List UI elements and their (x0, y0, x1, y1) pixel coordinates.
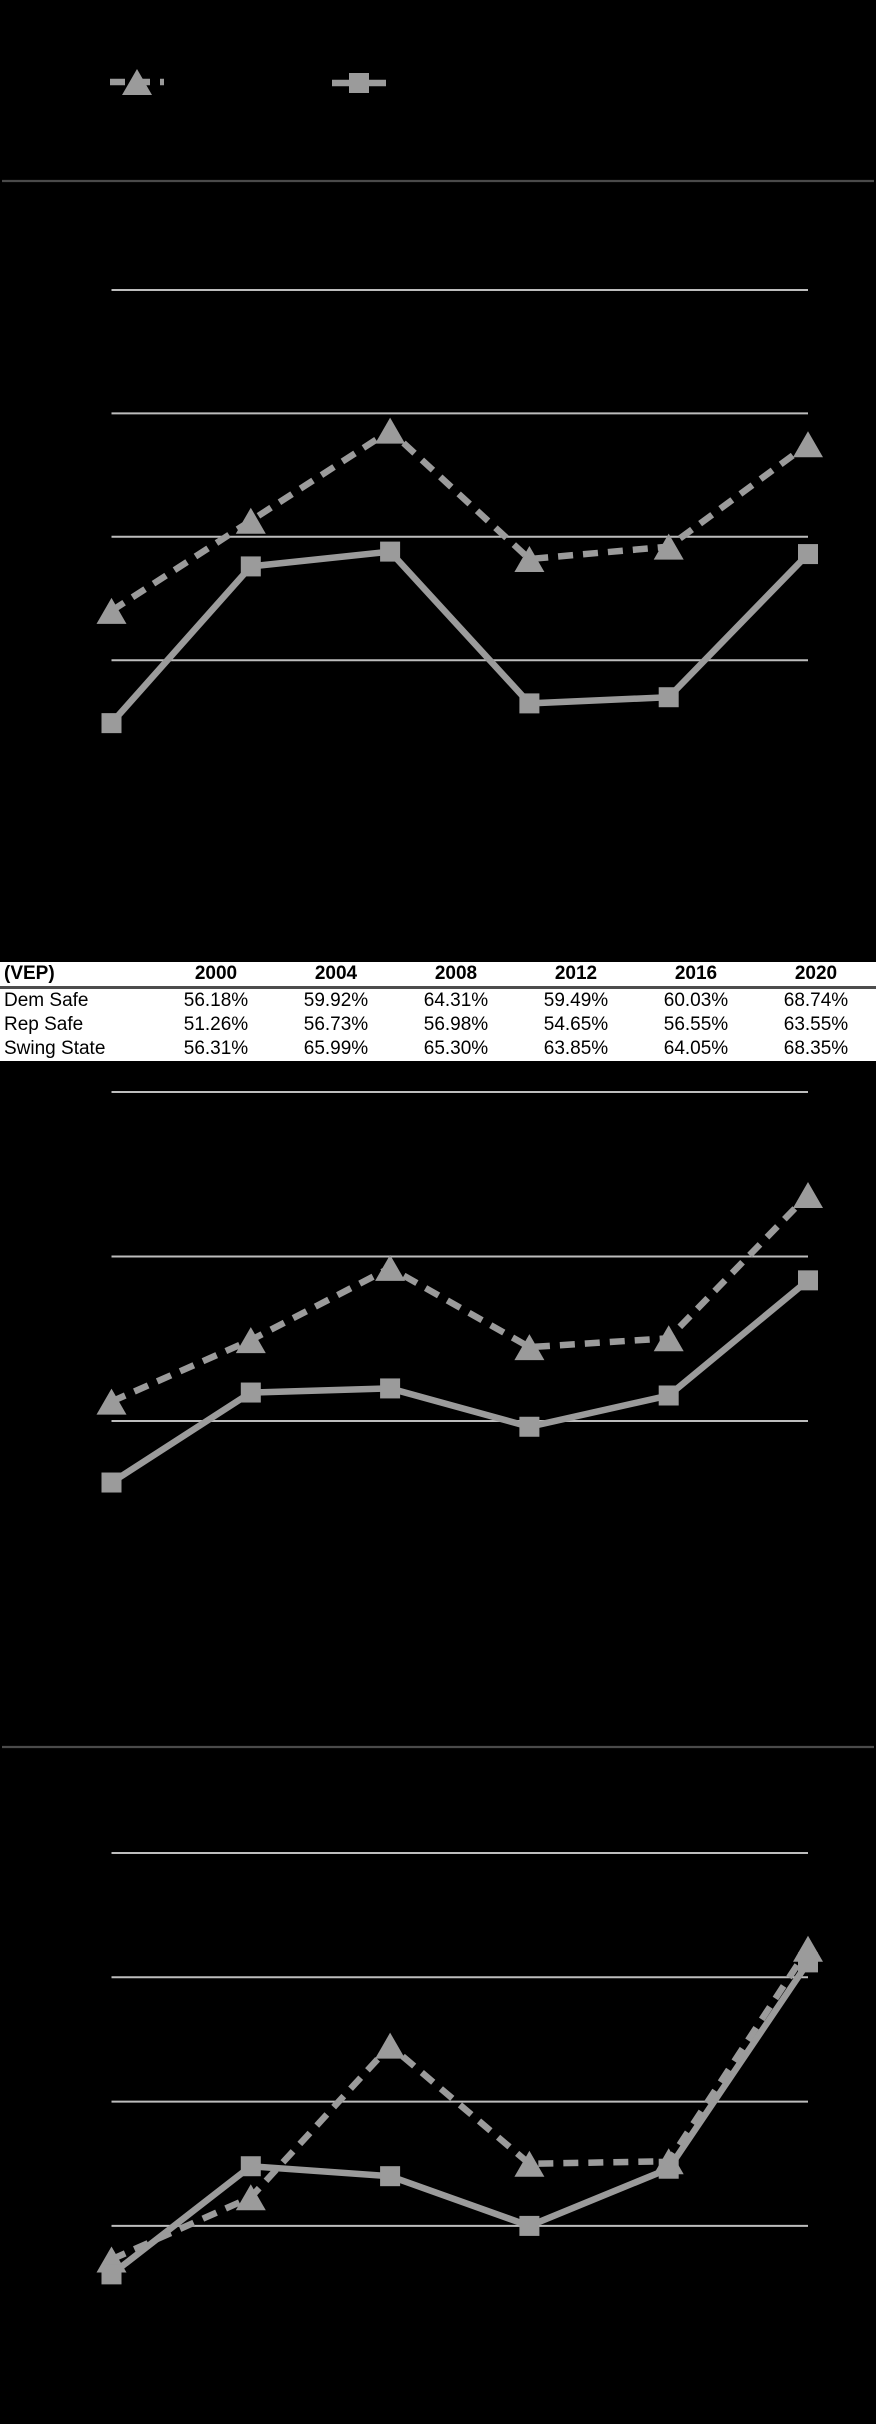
table-cell: 56.18% (183, 990, 249, 1011)
table-row: Dem Safe 56.18% 59.92% 64.31% 59.49% 60.03% 68… (0, 988, 876, 1014)
chart-2-triangle-marker (96, 1388, 127, 1415)
chart-2-square-solid-line (109, 1277, 811, 1486)
chart-3-triangle-marker (235, 2184, 266, 2211)
table-cell: 51.26% (183, 1014, 249, 1035)
chart-2-triangle-marker (793, 1181, 823, 1208)
chart-2-square-marker (101, 1472, 122, 1493)
chart-1-square-marker (658, 687, 679, 708)
chart-3-square-marker (798, 1952, 818, 1973)
chart-2-square-marker (240, 1382, 261, 1403)
table-cell: 56.98% (423, 1014, 489, 1035)
table-cell: 63.55% (783, 1014, 849, 1035)
chart-2-triangle-marker (514, 1334, 545, 1361)
chart-2-triangle-dashed-line (110, 1192, 811, 1405)
chart-2-triangle-marker (653, 1325, 684, 1352)
table-header-row: (VEP) 2000 2004 2008 2012 2016 2020 (0, 962, 876, 989)
chart-3-triangle-dashed-line (110, 1946, 811, 2263)
table-cell: 59.49% (543, 990, 609, 1011)
table-cell: 64.05% (663, 1038, 729, 1059)
chart-1-triangle-marker (235, 507, 266, 534)
table-row: Swing State 56.31% 65.99% 65.30% 63.85% 64.05… (0, 1037, 876, 1061)
chart-1-square-marker (798, 544, 818, 565)
chart-2-square-marker (658, 1385, 679, 1406)
legend-square-marker-icon (349, 73, 369, 93)
table-cell: 65.99% (303, 1038, 369, 1059)
row-label: Rep Safe (4, 1014, 84, 1035)
chart-1-triangle-marker (375, 417, 406, 444)
table-col-header: 2020 (756, 962, 876, 989)
table-col-header: 2004 (276, 962, 396, 989)
chart-1-triangle-marker (793, 431, 823, 458)
chart-1-triangle-marker (96, 597, 127, 624)
chart-2-triangle-marker (235, 1327, 266, 1354)
table-cell: 54.65% (543, 1014, 609, 1035)
table-col-header: 2012 (516, 962, 636, 989)
chart-1-triangle-dashed-line (109, 426, 810, 614)
chart-2-square-marker (380, 1378, 401, 1399)
table-title-vep: (VEP) (0, 962, 156, 989)
table-cell: 56.55% (663, 1014, 729, 1035)
chart-1-square-marker (380, 541, 401, 562)
table-cell: 68.35% (783, 1038, 849, 1059)
chart-1-triangle-marker (653, 533, 684, 560)
table-cell: 56.31% (183, 1038, 249, 1059)
table-cell: 59.92% (303, 990, 369, 1011)
table-col-header: 2016 (636, 962, 756, 989)
table-cell: 56.73% (303, 1014, 369, 1035)
chart-3-square-marker (101, 2264, 122, 2285)
chart-3-square-marker (519, 2215, 540, 2236)
chart-3-square-marker (658, 2158, 679, 2179)
legend-triangle-marker-icon (122, 69, 152, 95)
chart-3-square-solid-line (109, 1960, 811, 2277)
table-cell: 68.74% (783, 990, 849, 1011)
table-cell: 64.31% (423, 990, 489, 1011)
chart-2-square-marker (798, 1270, 818, 1291)
table-col-header: 2008 (396, 962, 516, 989)
chart-1-square-marker (101, 713, 122, 734)
row-label: Swing State (4, 1038, 106, 1059)
table-row: Rep Safe 51.26% 56.73% 56.98% 54.65% 56.55% 63… (0, 1013, 876, 1037)
vep-table-body: Dem Safe 56.18% 59.92% 64.31% 59.49% 60.03% 68… (0, 988, 876, 1062)
chart-3-square-marker (380, 2166, 401, 2187)
vep-table-header: (VEP) 2000 2004 2008 2012 2016 2020 (0, 962, 876, 989)
chart-3-triangle-marker (375, 2032, 406, 2059)
chart-3-square-marker (240, 2156, 261, 2177)
table-cell: 65.30% (423, 1038, 489, 1059)
chart-1-square-marker (240, 556, 261, 577)
chart-1-square-marker (519, 693, 540, 714)
table-cell: 63.85% (543, 1038, 609, 1059)
chart-2-square-marker (519, 1416, 540, 1437)
table-cell: 60.03% (663, 990, 729, 1011)
chart-1-triangle-marker (514, 546, 545, 573)
chart-2-triangle-marker (375, 1254, 406, 1281)
row-label: Dem Safe (4, 990, 89, 1011)
chart-1-square-solid-line (109, 548, 811, 726)
vep-data-table: (VEP) 2000 2004 2008 2012 2016 2020 Dem Safe 56… (0, 962, 876, 1061)
chart-3-triangle-marker (514, 2150, 545, 2177)
table-col-header: 2000 (156, 962, 276, 989)
